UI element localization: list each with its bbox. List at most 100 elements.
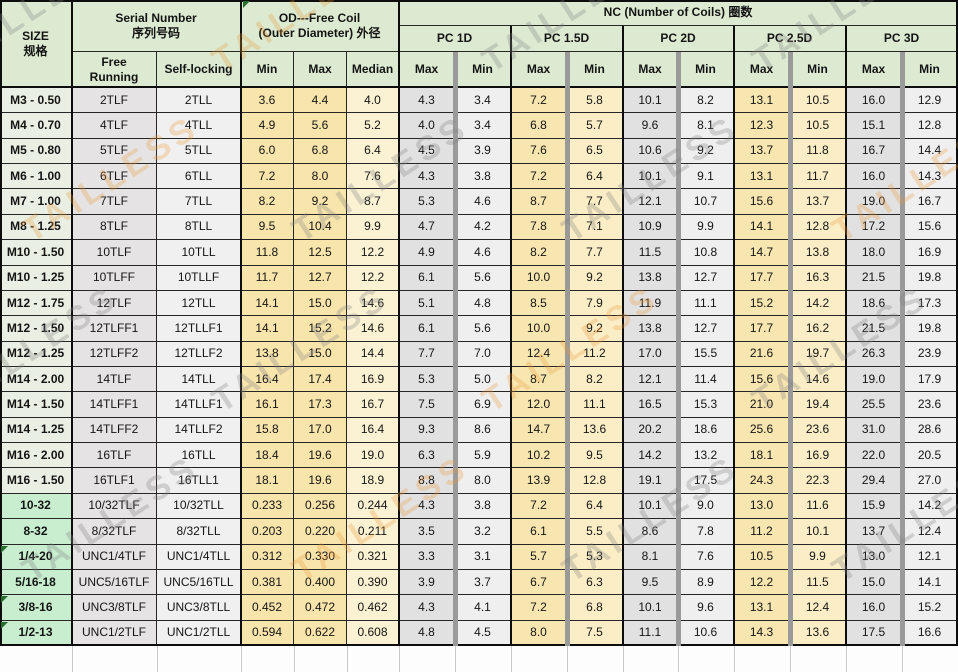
nc-min-cell[interactable]: 19.7 xyxy=(790,341,846,367)
nc-max-cell[interactable]: 15.2 xyxy=(734,290,790,317)
nc-min-cell[interactable]: 12.7 xyxy=(678,265,734,291)
nc-max-cell[interactable]: 18.0 xyxy=(846,240,902,266)
od-min-cell[interactable]: 0.203 xyxy=(241,519,294,545)
nc-max-cell[interactable]: 26.3 xyxy=(846,341,902,367)
od-min-cell[interactable]: 16.1 xyxy=(241,392,294,418)
nc-min-cell[interactable]: 9.2 xyxy=(678,138,734,165)
nc-min-cell[interactable]: 17.3 xyxy=(902,290,958,317)
nc-max-cell[interactable]: 16.0 xyxy=(846,164,902,190)
nc-min-cell[interactable]: 8.9 xyxy=(678,569,734,596)
pc-group-header-cell[interactable]: PC 2.5D xyxy=(734,26,846,52)
self-locking-cell[interactable]: 8TLL xyxy=(157,214,241,241)
nc-min-cell[interactable]: 15.5 xyxy=(678,341,734,367)
nc-min-cell[interactable]: 16.9 xyxy=(902,240,958,266)
free-running-cell[interactable]: 14TLFF1 xyxy=(72,392,157,418)
od-median-cell[interactable]: 4.0 xyxy=(347,88,399,114)
nc-min-cell[interactable]: 14.2 xyxy=(902,493,958,520)
nc-max-cell[interactable]: 13.8 xyxy=(623,265,678,291)
nc-min-cell[interactable]: 5.6 xyxy=(455,265,511,291)
nc-min-cell[interactable]: 9.1 xyxy=(678,164,734,190)
size-cell[interactable]: M5 - 0.80 xyxy=(0,138,72,165)
nc-min-cell[interactable]: 9.5 xyxy=(567,443,623,469)
self-locking-cell[interactable]: 5TLL xyxy=(157,138,241,165)
nc-max-cell[interactable]: 8.2 xyxy=(511,240,567,266)
nc-max-cell[interactable]: 10.0 xyxy=(511,265,567,291)
nc-max-cell[interactable]: 22.0 xyxy=(846,443,902,469)
self-locking-cell[interactable]: 7TLL xyxy=(157,189,241,215)
nc-max-cell[interactable]: 10.2 xyxy=(511,443,567,469)
free-running-header-cell[interactable]: Free Running xyxy=(72,52,157,88)
od-max-cell[interactable]: 17.4 xyxy=(294,367,347,393)
nc-max-cell[interactable]: 14.1 xyxy=(734,214,790,241)
nc-max-cell[interactable]: 13.9 xyxy=(511,468,567,494)
nc-min-cell[interactable]: 12.1 xyxy=(902,544,958,570)
nc-max-cell[interactable]: 10.6 xyxy=(623,138,678,165)
nc-min-cell[interactable]: 12.8 xyxy=(567,468,623,494)
size-cell[interactable]: 10-32 xyxy=(0,493,72,520)
od-median-cell[interactable]: 9.9 xyxy=(347,214,399,241)
nc-min-cell[interactable]: 5.5 xyxy=(567,519,623,545)
nc-max-header-cell[interactable]: Max xyxy=(734,52,790,88)
free-running-cell[interactable]: 10/32TLF xyxy=(72,493,157,520)
self-locking-cell[interactable]: 14TLL xyxy=(157,367,241,393)
nc-max-cell[interactable]: 11.9 xyxy=(623,290,678,317)
nc-min-cell[interactable]: 11.7 xyxy=(790,164,846,190)
nc-min-cell[interactable]: 22.3 xyxy=(790,468,846,494)
nc-max-cell[interactable]: 12.4 xyxy=(511,341,567,367)
od-min-cell[interactable]: 3.6 xyxy=(241,88,294,114)
nc-min-cell[interactable]: 9.0 xyxy=(678,493,734,520)
nc-max-cell[interactable]: 4.7 xyxy=(399,214,455,241)
self-locking-header-cell[interactable]: Self-locking xyxy=(157,52,241,88)
nc-max-cell[interactable]: 5.7 xyxy=(511,544,567,570)
od-max-cell[interactable]: 19.6 xyxy=(294,443,347,469)
nc-max-cell[interactable]: 21.5 xyxy=(846,265,902,291)
size-cell[interactable]: M10 - 1.25 xyxy=(0,265,72,291)
nc-max-cell[interactable]: 4.0 xyxy=(399,113,455,139)
od-min-cell[interactable]: 4.9 xyxy=(241,113,294,139)
nc-min-cell[interactable]: 14.4 xyxy=(902,138,958,165)
nc-max-cell[interactable]: 13.8 xyxy=(623,316,678,342)
nc-min-cell[interactable]: 11.1 xyxy=(567,392,623,418)
od-max-cell[interactable]: 8.0 xyxy=(294,164,347,190)
nc-min-cell[interactable]: 23.6 xyxy=(790,417,846,444)
nc-min-cell[interactable]: 18.6 xyxy=(678,417,734,444)
nc-max-cell[interactable]: 16.7 xyxy=(846,138,902,165)
od-max-cell[interactable]: 0.220 xyxy=(294,519,347,545)
nc-min-cell[interactable]: 5.7 xyxy=(567,113,623,139)
nc-min-cell[interactable]: 3.1 xyxy=(455,544,511,570)
size-cell[interactable]: M12 - 1.75 xyxy=(0,290,72,317)
nc-min-cell[interactable]: 13.2 xyxy=(678,443,734,469)
nc-min-cell[interactable]: 8.1 xyxy=(678,113,734,139)
self-locking-cell[interactable]: UNC3/8TLL xyxy=(157,595,241,621)
od-median-cell[interactable]: 14.4 xyxy=(347,341,399,367)
od-min-cell[interactable]: 11.7 xyxy=(241,265,294,291)
free-running-cell[interactable]: 7TLF xyxy=(72,189,157,215)
size-cell[interactable]: M14 - 2.00 xyxy=(0,367,72,393)
od-min-cell[interactable]: 0.594 xyxy=(241,620,294,646)
nc-min-cell[interactable]: 3.2 xyxy=(455,519,511,545)
nc-max-cell[interactable]: 14.7 xyxy=(511,417,567,444)
nc-min-header-cell[interactable]: Min xyxy=(790,52,846,88)
nc-min-cell[interactable]: 9.9 xyxy=(790,544,846,570)
nc-min-cell[interactable]: 17.5 xyxy=(678,468,734,494)
od-max-header-cell[interactable]: Max xyxy=(294,52,347,88)
nc-max-cell[interactable]: 11.5 xyxy=(623,240,678,266)
size-cell[interactable]: M12 - 1.50 xyxy=(0,316,72,342)
nc-max-cell[interactable]: 15.1 xyxy=(846,113,902,139)
size-cell[interactable]: 5/16-18 xyxy=(0,569,72,596)
nc-header-cell[interactable]: NC (Number of Coils) 圈数 xyxy=(399,0,958,26)
nc-max-cell[interactable]: 18.1 xyxy=(734,443,790,469)
nc-min-cell[interactable]: 20.5 xyxy=(902,443,958,469)
nc-min-cell[interactable]: 5.9 xyxy=(455,443,511,469)
nc-max-cell[interactable]: 14.3 xyxy=(734,620,790,646)
nc-max-header-cell[interactable]: Max xyxy=(846,52,902,88)
od-median-cell[interactable]: 0.244 xyxy=(347,493,399,520)
self-locking-cell[interactable]: 2TLL xyxy=(157,88,241,114)
nc-max-cell[interactable]: 20.2 xyxy=(623,417,678,444)
nc-max-cell[interactable]: 10.1 xyxy=(623,164,678,190)
nc-max-cell[interactable]: 16.5 xyxy=(623,392,678,418)
nc-min-cell[interactable]: 8.0 xyxy=(455,468,511,494)
nc-max-cell[interactable]: 25.5 xyxy=(846,392,902,418)
od-median-cell[interactable]: 14.6 xyxy=(347,316,399,342)
free-running-cell[interactable]: 5TLF xyxy=(72,138,157,165)
